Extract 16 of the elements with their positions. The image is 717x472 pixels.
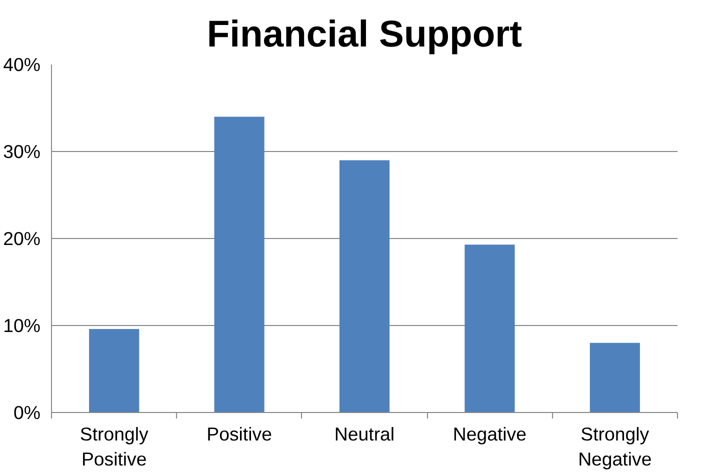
x-tick-label: Negative [452,424,527,444]
chart-title: Financial Support [206,12,522,54]
y-tick-label: 40% [3,54,41,75]
x-tick-label: Strongly Positive [80,424,149,470]
bar [339,160,390,412]
x-tick-label: Strongly Negative [578,424,652,470]
y-tick-label: 20% [3,228,41,249]
y-tick-label: 10% [3,315,41,336]
bar [464,244,515,412]
y-tick-label: 30% [3,141,41,162]
x-tick-label: Neutral [334,424,395,444]
bar [214,116,264,412]
bar [89,328,140,412]
x-tick-label: Positive [206,424,272,444]
bar [590,342,640,412]
y-tick-label: 0% [14,402,41,423]
